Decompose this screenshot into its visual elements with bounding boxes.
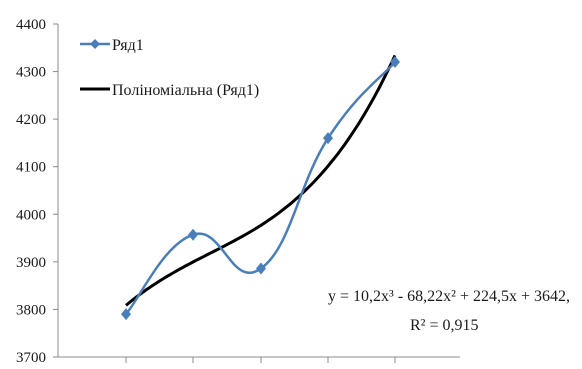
data-point-marker — [256, 262, 266, 275]
y-tick-label: 3800 — [16, 302, 46, 318]
y-tick-label: 4300 — [16, 65, 46, 81]
data-point-marker — [121, 308, 131, 321]
y-tick-label: 4000 — [16, 207, 46, 223]
y-tick-label: 4400 — [16, 17, 46, 33]
axes — [53, 23, 460, 363]
legend-label-series1: Ряд1 — [112, 37, 144, 54]
trendline — [125, 54, 397, 307]
data-point-marker — [390, 56, 400, 69]
trendline-r-squared: R² = 0,915 — [410, 317, 479, 334]
y-tick-label: 3700 — [16, 350, 46, 366]
y-tick-label: 4100 — [16, 160, 46, 176]
series-layer — [121, 54, 400, 321]
legend: Ряд1 Поліноміальна (Ряд1) — [80, 37, 259, 99]
legend-label-trend: Поліноміальна (Ряд1) — [112, 82, 259, 99]
legend-marker-diamond-series1 — [90, 39, 100, 49]
data-point-marker — [188, 228, 198, 241]
trendline-equation: y = 10,2x³ - 68,22x² + 224,5x + 3642, — [328, 288, 570, 305]
y-tick-label: 4200 — [16, 112, 46, 128]
y-axis-labels: 4400 4300 4200 4100 4000 3900 3800 3700 — [16, 17, 46, 366]
data-point-marker — [323, 132, 333, 145]
y-tick-label: 3900 — [16, 255, 46, 271]
